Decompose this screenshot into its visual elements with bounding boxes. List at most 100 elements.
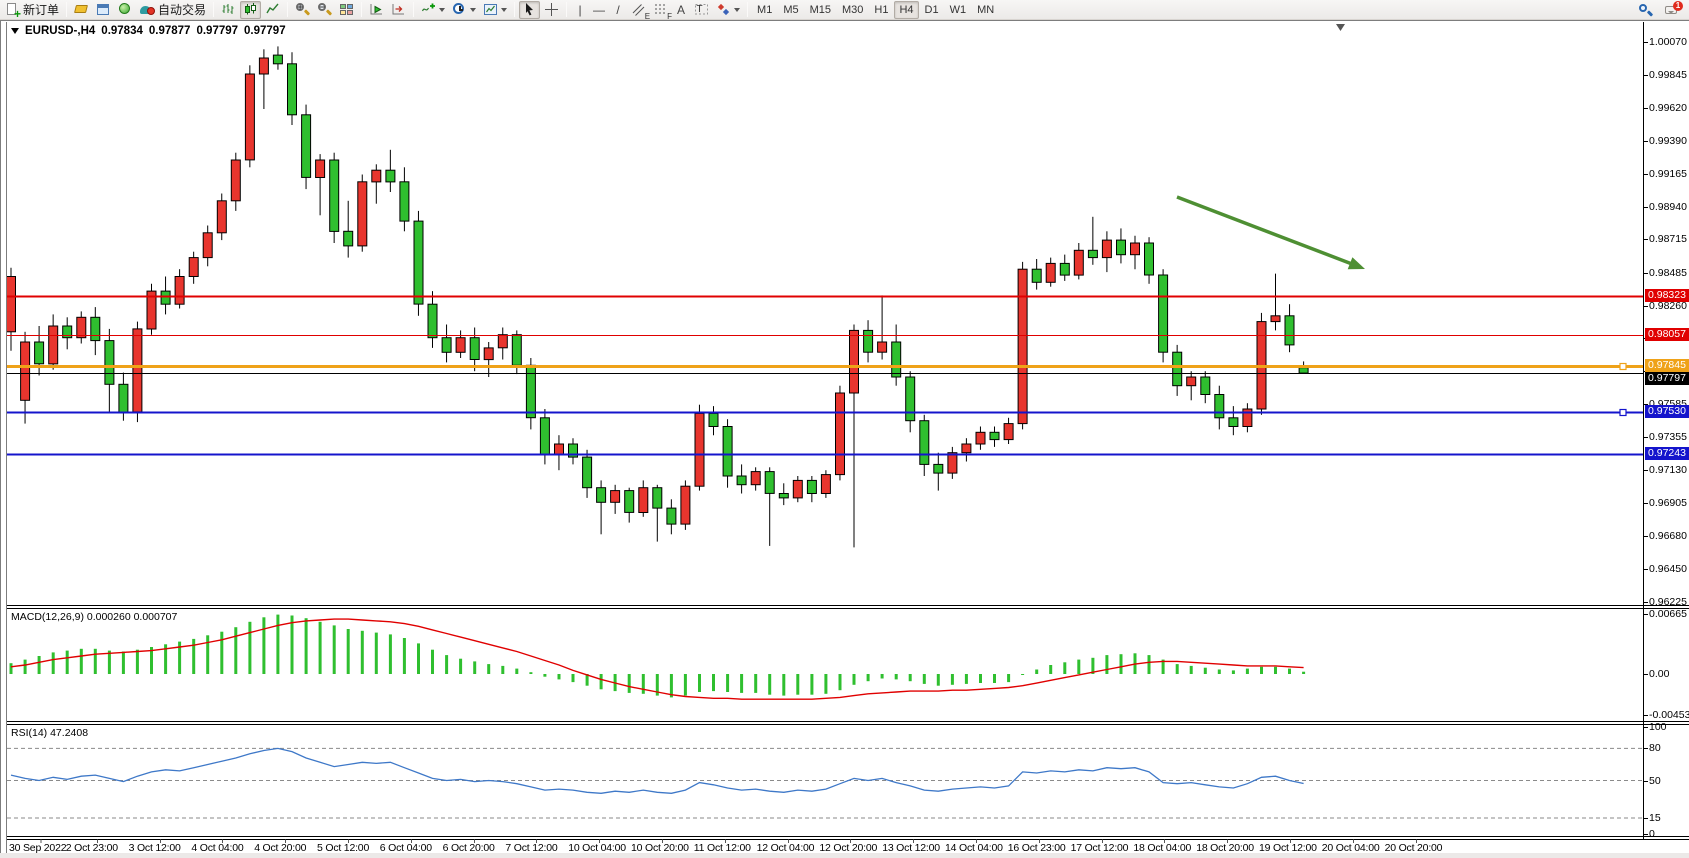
- macd-tick-label: 0.00: [1649, 668, 1670, 680]
- text-button[interactable]: A: [672, 1, 690, 19]
- rsi-indicator-label: RSI(14) 47.2408: [11, 727, 89, 739]
- vertical-line-button[interactable]: |: [571, 1, 589, 19]
- price-tick-label: 0.97130: [1649, 464, 1687, 477]
- chart-collapse-icon[interactable]: [11, 28, 19, 34]
- notification-badge: 1: [1673, 0, 1683, 11]
- tf-d1-button[interactable]: D1: [920, 1, 944, 19]
- dropdown-caret-icon[interactable]: [470, 8, 477, 15]
- toolbar-group-panels: 自动交易: [71, 1, 209, 19]
- autotrading-button-label: 自动交易: [158, 3, 207, 17]
- rsi-tick-label: 80: [1649, 742, 1661, 755]
- ohlc-close: 0.97797: [244, 25, 286, 37]
- time-axis-label: 10 Oct 04:00: [568, 842, 626, 854]
- time-axis-label: 13 Oct 12:00: [882, 842, 940, 854]
- hline-endpoint-marker[interactable]: [1619, 408, 1627, 417]
- text-label-button[interactable]: T: [691, 1, 712, 19]
- price-tick-label: 0.97355: [1649, 431, 1687, 444]
- hline-endpoint-marker[interactable]: [1619, 362, 1627, 371]
- price-line-label: 0.97530: [1645, 404, 1689, 418]
- price-line-label: 0.97797: [1645, 372, 1689, 386]
- trendline-button[interactable]: /: [609, 1, 627, 19]
- time-axis-label: 18 Oct 04:00: [1133, 842, 1192, 854]
- auto-scroll-button[interactable]: [366, 1, 387, 19]
- search-button[interactable]: [1635, 1, 1656, 19]
- price-tick-label: 0.99165: [1649, 167, 1687, 180]
- status-strip: [0, 853, 1689, 858]
- line-chart-button[interactable]: [262, 1, 283, 19]
- crosshair-button[interactable]: [541, 1, 562, 19]
- time-axis-label: 17 Oct 12:00: [1070, 842, 1129, 854]
- chart-shift-button[interactable]: [388, 1, 409, 19]
- tf-h4-button[interactable]: H4: [894, 0, 919, 19]
- autotrading-button[interactable]: 自动交易: [137, 1, 209, 19]
- indicators-button[interactable]: [418, 1, 448, 19]
- price-line-label: 0.97845: [1645, 359, 1689, 373]
- cursor-button[interactable]: [519, 0, 541, 19]
- time-axis-label: 14 Oct 04:00: [945, 842, 1003, 854]
- toolbar-separator: [287, 2, 289, 17]
- time-axis-label: 6 Oct 20:00: [442, 842, 495, 854]
- time-axis-label: 4 Oct 04:00: [191, 842, 244, 854]
- trend-arrow-annotation[interactable]: [1176, 195, 1365, 270]
- zoom-in-button[interactable]: +: [292, 1, 313, 19]
- chart-shift-marker[interactable]: [1336, 24, 1345, 31]
- candlestick-button[interactable]: [240, 0, 262, 19]
- tf-d1-button-label: D1: [924, 3, 939, 16]
- toolbar-separator: [361, 2, 363, 17]
- time-axis-label: 3 Oct 12:00: [128, 842, 181, 854]
- toolbar-group-insert: [418, 1, 510, 19]
- signals-button[interactable]: [115, 1, 136, 19]
- fibonacci-button[interactable]: F: [650, 1, 672, 21]
- textlabel-icon: [695, 4, 709, 15]
- tf-w1-button[interactable]: W1: [945, 1, 972, 19]
- equidistant-channel-button[interactable]: E: [628, 1, 650, 21]
- toolbar-group-chart-type: [218, 0, 283, 19]
- toolbar-separator: [213, 2, 215, 17]
- zoom-out-button[interactable]: −: [314, 1, 335, 19]
- autotrade-icon: [140, 2, 156, 17]
- toolbar-group-orders: + 新订单: [2, 1, 62, 20]
- templates-button[interactable]: [480, 1, 510, 19]
- rsi-tick-label: 50: [1649, 774, 1661, 787]
- tile-windows-button[interactable]: [336, 1, 357, 19]
- tf-mn-button[interactable]: MN: [972, 1, 999, 19]
- price-tick-label: 0.98715: [1649, 233, 1687, 246]
- new-order-button[interactable]: + 新订单: [2, 1, 62, 20]
- time-axis-label: 4 Oct 20:00: [254, 842, 307, 854]
- toolbar-separator: [66, 2, 68, 17]
- charts-profile-button[interactable]: [71, 1, 92, 19]
- horizontal-line-button-glyph: —: [593, 2, 606, 17]
- toolbar-separator: [514, 2, 516, 17]
- zoom-out-icon: −: [317, 2, 333, 17]
- dropdown-caret-icon[interactable]: [501, 8, 508, 15]
- bar-chart-button[interactable]: [218, 1, 239, 19]
- tf-m5-button[interactable]: M5: [778, 1, 803, 19]
- time-axis-label: 16 Oct 23:00: [1007, 842, 1066, 854]
- tf-m30-button[interactable]: M30: [837, 1, 868, 19]
- notifications-button[interactable]: 1: [1662, 0, 1683, 19]
- bars-icon: [222, 4, 234, 14]
- tf-h1-button[interactable]: H1: [869, 1, 893, 19]
- horizontal-line-button[interactable]: —: [590, 1, 608, 19]
- tf-m1-button-label: M1: [757, 3, 773, 16]
- tf-w1-button-label: W1: [949, 3, 967, 16]
- trendline-button-glyph: /: [616, 2, 620, 17]
- tf-m15-button[interactable]: M15: [805, 1, 836, 19]
- dropdown-caret-icon[interactable]: [734, 8, 741, 15]
- dropdown-caret-icon[interactable]: [439, 8, 446, 15]
- chart-ohlc-line: EURUSD-,H4 0.97834 0.97877 0.97797 0.977…: [11, 25, 286, 37]
- toolbar-group-zoom: + −: [292, 1, 357, 19]
- tf-h4-button-label: H4: [899, 3, 914, 16]
- toolbar-separator: [566, 2, 568, 17]
- navigator-button[interactable]: [93, 1, 114, 19]
- tf-m1-button[interactable]: M1: [752, 1, 777, 19]
- magnifier-icon: [1638, 3, 1654, 18]
- cursor-icon: [526, 3, 534, 16]
- price-chart-canvas[interactable]: [6, 22, 1689, 854]
- periods-button[interactable]: [449, 1, 479, 19]
- arrows-button[interactable]: [713, 1, 743, 19]
- ohlc-low: 0.97797: [196, 25, 239, 37]
- new-order-button-label: 新订单: [23, 3, 60, 17]
- linechart-icon: [266, 3, 279, 14]
